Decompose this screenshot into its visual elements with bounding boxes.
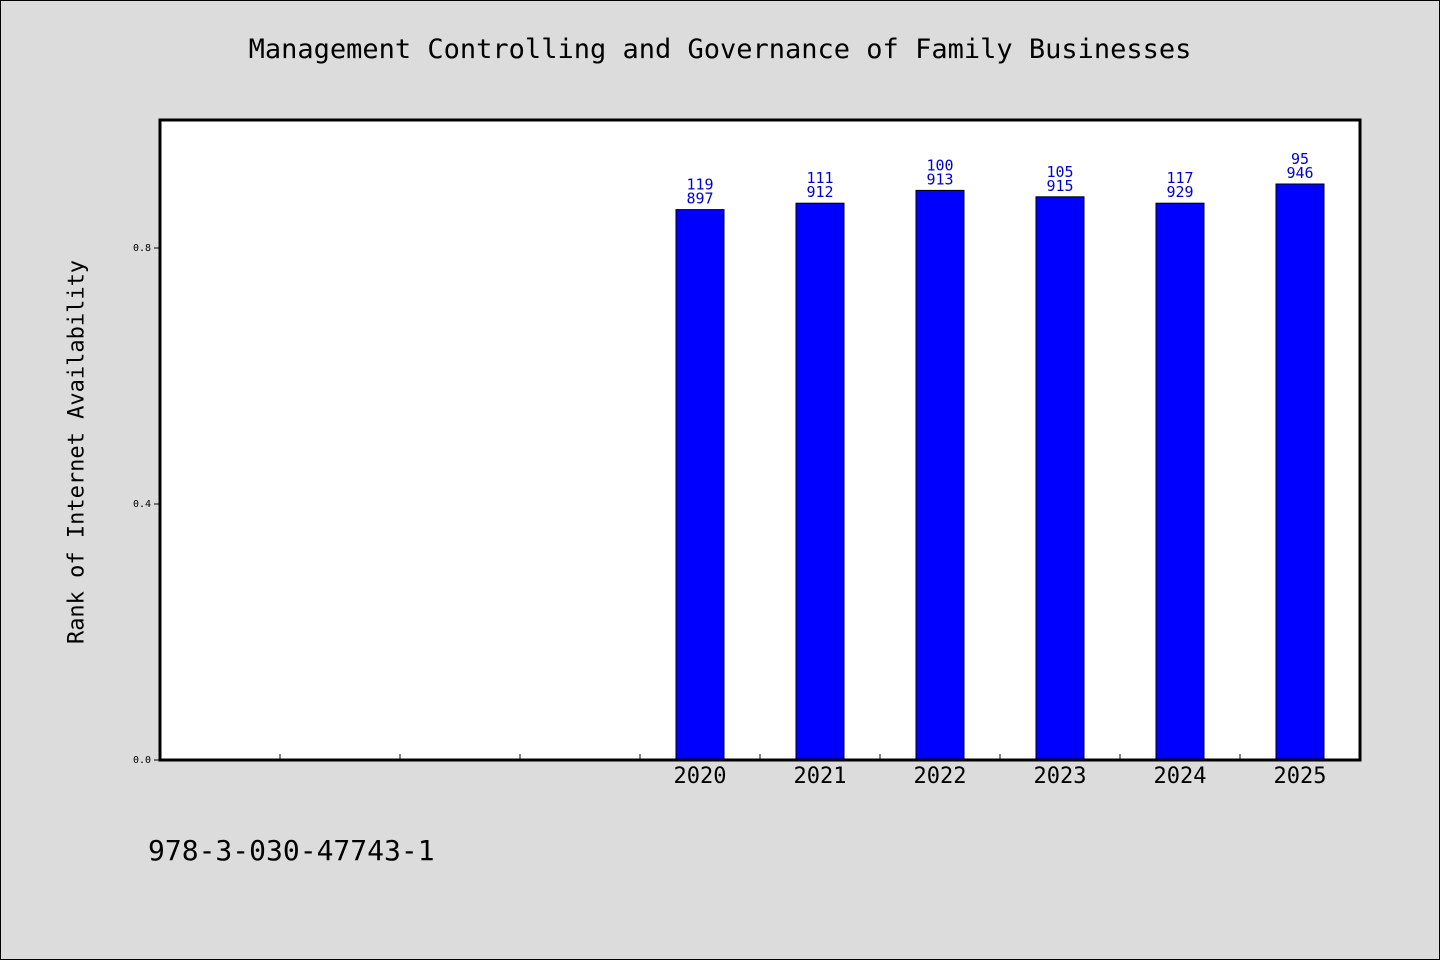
bar-2023	[1035, 196, 1085, 761]
plot-border	[158, 118, 1362, 762]
bar-label-top-2022: 100	[926, 156, 953, 174]
bar-label-top-2024: 117	[1166, 169, 1193, 187]
x-tick-label-2024: 2024	[1154, 764, 1207, 789]
bar-label-top-2023: 105	[1046, 163, 1073, 181]
bar-2021	[795, 202, 845, 761]
x-tick-label-2020: 2020	[674, 764, 727, 789]
x-tick-label-2022: 2022	[914, 764, 967, 789]
x-tick-label-2021: 2021	[794, 764, 847, 789]
x-tick-label-2023: 2023	[1034, 764, 1087, 789]
bar-label-bottom-2025: 946	[1286, 164, 1313, 182]
y-tick-label: 0.0	[133, 755, 151, 766]
bar-2025	[1275, 183, 1325, 761]
y-tick-label: 0.8	[133, 243, 151, 254]
bar-label-bottom-2022: 913	[926, 170, 953, 188]
bar-label-bottom-2020: 897	[686, 190, 713, 208]
y-tick-label: 0.4	[133, 499, 151, 510]
bar-label-top-2025: 95	[1291, 150, 1309, 168]
bar-label-bottom-2023: 915	[1046, 177, 1073, 195]
bar-label-top-2020: 119	[686, 176, 713, 194]
bar-label-bottom-2024: 929	[1166, 183, 1193, 201]
bar-2022	[915, 189, 965, 761]
chart-title: Management Controlling and Governance of…	[248, 34, 1192, 65]
x-tick-label-2025: 2025	[1274, 764, 1327, 789]
isbn-text: 978-3-030-47743-1	[148, 834, 435, 867]
bar-label-bottom-2021: 912	[806, 183, 833, 201]
bar-label-top-2021: 111	[806, 169, 833, 187]
bar-2020	[675, 209, 725, 761]
bar-2024	[1155, 202, 1205, 761]
